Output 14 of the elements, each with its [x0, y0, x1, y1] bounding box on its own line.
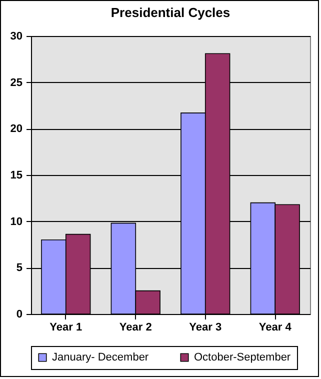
- legend-label: January- December: [52, 352, 149, 364]
- chart-title: Presidential Cycles: [110, 5, 230, 20]
- x-tick-label: Year 2: [119, 322, 152, 334]
- y-tick-label: 0: [16, 308, 22, 320]
- y-tick-label: 15: [10, 170, 22, 182]
- x-tick-label: Year 4: [258, 322, 292, 334]
- y-tick-label: 10: [10, 216, 22, 228]
- y-tick-label: 20: [10, 123, 22, 136]
- y-tick-label: 5: [16, 262, 22, 274]
- legend-label: October-September: [194, 352, 291, 364]
- y-tick-label: 25: [10, 76, 22, 89]
- x-tick-label: Year 1: [50, 322, 82, 334]
- x-tick-label: Year 3: [189, 322, 222, 334]
- y-tick-label: 30: [10, 30, 22, 42]
